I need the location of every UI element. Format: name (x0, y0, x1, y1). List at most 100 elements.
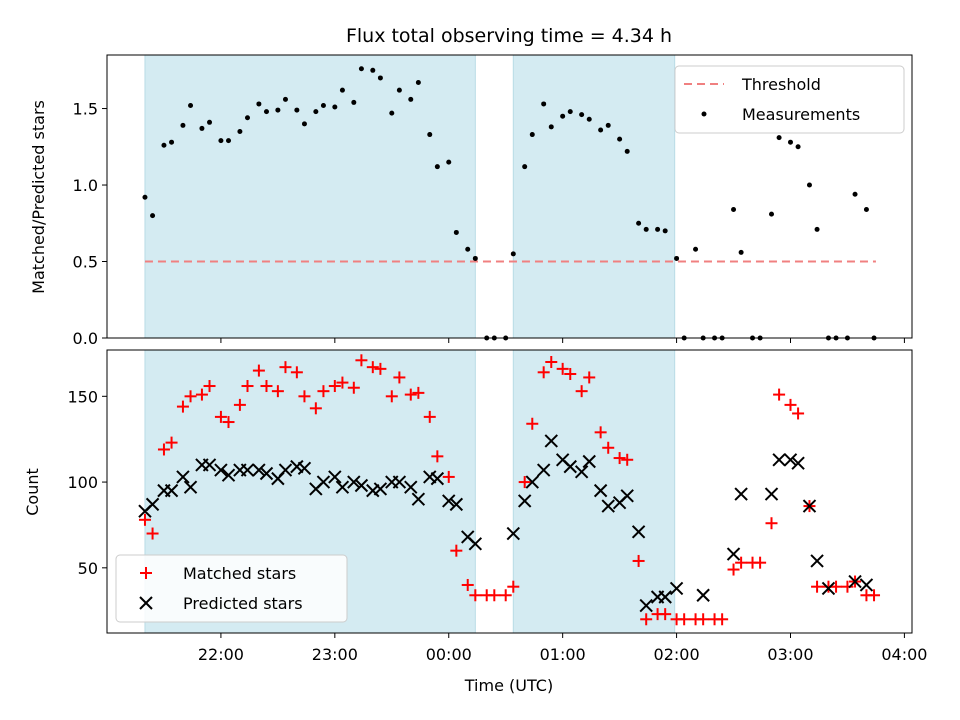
matched-star-point (564, 368, 577, 381)
matched-star-point (290, 366, 303, 379)
matched-star-point (271, 385, 284, 398)
matched-star-point (366, 361, 379, 374)
measurement-point (769, 211, 775, 217)
predicted-star-point (593, 483, 608, 498)
x-axis-label: Time (UTC) (464, 676, 553, 695)
predicted-star-point (696, 588, 710, 602)
matched-star-point (841, 580, 854, 593)
measurement-point (351, 99, 357, 105)
matched-star-point (252, 364, 265, 377)
predicted-star-point (354, 478, 369, 493)
predicted-star-point (164, 483, 179, 498)
matched-star-point (279, 361, 292, 374)
predicted-star-point (783, 453, 798, 467)
predicted-star-point (221, 468, 236, 482)
measurement-point (814, 226, 820, 232)
legend-predicted-marker (139, 596, 153, 610)
predicted-star-point (297, 461, 312, 476)
matched-star-point (157, 443, 170, 456)
measurement-point (453, 229, 459, 235)
predicted-star-point (848, 574, 862, 589)
measurement-point (863, 207, 869, 213)
matched-star-point (203, 380, 216, 393)
x-tick-label: 03:00 (767, 645, 813, 664)
predicted-star-point (240, 463, 255, 477)
predicted-star-point (726, 547, 741, 561)
top-legend-box (674, 65, 905, 134)
predicted-star-point (183, 480, 198, 494)
measurement-point (787, 139, 793, 145)
top-y-tick-label: 0.0 (73, 329, 98, 348)
predicted-star-point (214, 463, 228, 477)
bottom-y-tick-label: 150 (67, 387, 98, 406)
legend-matched-marker (140, 567, 152, 579)
x-tick-label: 04:00 (881, 645, 927, 664)
measurement-point (731, 207, 737, 213)
matched-star-point (537, 366, 550, 379)
predicted-star-point (772, 453, 786, 467)
bottom-panel: 50 100 150 22:00 23:00 00:00 01:00 02:00 03:00 0… (23, 349, 927, 695)
bottom-legend: Matched stars Predicted stars (115, 554, 348, 623)
predicted-star-point (791, 456, 805, 470)
measurement-point (320, 102, 326, 108)
matched-star-point (659, 608, 672, 621)
matched-star-point (583, 371, 596, 384)
predicted-star-point (392, 475, 407, 489)
measurement-point (806, 182, 812, 188)
measurement-point (674, 255, 680, 261)
measurement-point (237, 128, 243, 134)
x-tick-label: 01:00 (540, 645, 586, 664)
matched-star-point (469, 589, 482, 602)
matched-star-point (716, 613, 729, 626)
predicted-star-point (601, 499, 615, 513)
predicted-star-point (582, 454, 596, 469)
predicted-star-point (525, 475, 539, 489)
predicted-star-point (544, 434, 558, 448)
measurement-point (522, 164, 528, 170)
predicted-star-point (328, 470, 342, 484)
measurement-point (358, 66, 364, 72)
matched-star-point (374, 362, 387, 375)
matched-star-point (347, 381, 360, 394)
top-panel-shading (144, 54, 676, 339)
predicted-star-point (278, 463, 293, 477)
measurement-point (567, 109, 573, 115)
matched-star-point (621, 453, 634, 466)
measurement-point (313, 109, 319, 115)
matched-star-point (233, 398, 246, 411)
measurement-point (586, 116, 592, 122)
measurement-point (541, 101, 547, 107)
measurement-point (142, 194, 148, 200)
matched-star-point (184, 390, 197, 403)
predicted-star-point (252, 463, 266, 477)
matched-star-point (830, 580, 843, 593)
legend-predicted-label: Predicted stars (183, 594, 303, 613)
legend-predicted-swatch (139, 596, 153, 610)
predicted-star-point (347, 475, 361, 489)
measurement-point (169, 139, 175, 145)
matched-star-point (727, 563, 740, 576)
matched-star-point (461, 578, 474, 591)
matched-star-point (602, 441, 615, 454)
predicted-star-point (574, 465, 589, 479)
matched-star-point (309, 402, 322, 415)
matched-star-point (868, 589, 881, 602)
matched-star-point (393, 371, 406, 384)
predicted-star-point (810, 554, 824, 568)
measurement-point (256, 101, 262, 107)
top-y-tick-label: 0.5 (73, 253, 98, 272)
predicted-star-point (202, 458, 217, 472)
matched-star-point (545, 356, 558, 369)
shaded-interval-1 (144, 54, 476, 339)
predicted-star-point (821, 581, 836, 596)
predicted-star-point (859, 578, 874, 592)
predicted-star-point (764, 487, 779, 501)
matched-star-point (811, 580, 824, 593)
x-tick-label: 22:00 (198, 645, 244, 664)
matched-star-point (138, 513, 151, 526)
x-tick-label: 23:00 (312, 645, 358, 664)
bottom-y-axis-label: Count (23, 468, 42, 516)
matched-star-point (697, 613, 710, 626)
predicted-star-point (734, 487, 748, 501)
